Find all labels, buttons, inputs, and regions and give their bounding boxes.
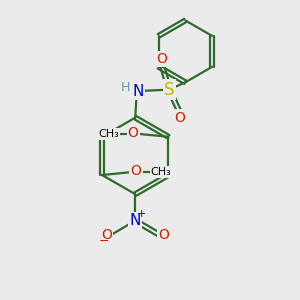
Text: O: O [130,164,141,178]
Text: O: O [175,111,185,124]
Text: CH₃: CH₃ [99,129,119,139]
Text: S: S [164,81,174,99]
Text: +: + [137,209,146,219]
Text: N: N [130,213,141,228]
Text: N: N [133,84,144,99]
Text: −: − [98,236,109,248]
Text: O: O [101,228,112,242]
Text: CH₃: CH₃ [151,167,171,177]
Text: O: O [156,52,167,66]
Text: O: O [128,126,139,140]
Text: O: O [158,228,169,242]
Text: H: H [121,81,130,94]
